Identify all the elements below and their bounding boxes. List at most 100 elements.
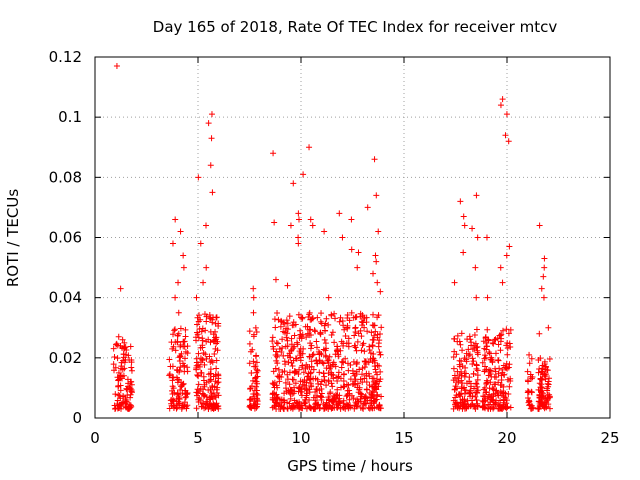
data-point <box>328 380 335 387</box>
data-point <box>340 342 347 349</box>
data-point <box>192 334 199 341</box>
data-point <box>115 391 122 398</box>
data-point <box>287 222 294 229</box>
data-point <box>355 389 362 396</box>
data-point <box>451 279 458 286</box>
data-point <box>197 240 204 247</box>
data-point <box>473 380 480 387</box>
data-point <box>175 279 182 286</box>
data-point <box>465 346 472 353</box>
data-point <box>316 387 323 394</box>
data-point <box>280 404 287 411</box>
data-point <box>254 367 261 374</box>
data-point <box>338 364 345 371</box>
data-point <box>181 355 188 362</box>
data-point <box>119 336 126 343</box>
data-point <box>303 334 310 341</box>
data-point <box>346 317 353 324</box>
data-point <box>481 352 488 359</box>
data-point <box>319 359 326 366</box>
data-point <box>128 364 135 371</box>
data-point <box>295 210 302 217</box>
data-point <box>209 319 216 326</box>
data-point <box>128 378 135 385</box>
data-point <box>284 352 291 359</box>
data-point <box>113 63 120 70</box>
data-point <box>295 216 302 223</box>
data-point <box>213 400 220 407</box>
data-point <box>377 376 384 383</box>
data-point <box>286 369 293 376</box>
data-point <box>274 340 281 347</box>
data-point <box>339 234 346 241</box>
data-point <box>372 328 379 335</box>
data-point <box>287 395 294 402</box>
data-point <box>309 222 316 229</box>
data-point <box>536 391 543 398</box>
data-point <box>117 285 124 292</box>
data-point <box>296 327 303 334</box>
data-point <box>456 391 463 398</box>
data-point <box>246 403 253 410</box>
data-point <box>545 378 552 385</box>
data-point <box>299 378 306 385</box>
data-point <box>337 314 344 321</box>
data-point <box>299 314 306 321</box>
x-tick-label: 10 <box>291 429 310 447</box>
data-point <box>253 352 260 359</box>
data-point <box>112 391 119 398</box>
data-point <box>272 398 279 405</box>
data-point <box>359 379 366 386</box>
data-point <box>272 365 279 372</box>
data-point <box>454 332 461 339</box>
data-point <box>354 264 361 271</box>
data-point <box>310 351 317 358</box>
data-point <box>323 382 330 389</box>
data-point <box>347 376 354 383</box>
data-point <box>306 386 313 393</box>
data-point <box>303 390 310 397</box>
data-point <box>369 336 376 343</box>
data-point <box>340 377 347 384</box>
data-point <box>369 388 376 395</box>
data-point <box>535 386 542 393</box>
data-point <box>194 314 201 321</box>
data-point <box>282 379 289 386</box>
data-point <box>112 364 119 371</box>
data-point <box>471 332 478 339</box>
data-point <box>453 379 460 386</box>
data-point <box>171 327 178 334</box>
data-point <box>211 383 218 390</box>
data-point <box>208 357 215 364</box>
data-point <box>376 349 383 356</box>
data-point <box>177 228 184 235</box>
data-point <box>323 399 330 406</box>
data-point <box>119 366 126 373</box>
data-point <box>546 405 553 412</box>
data-point <box>361 395 368 402</box>
y-tick-label: 0.02 <box>49 349 82 367</box>
data-point <box>344 360 351 367</box>
data-point <box>486 349 493 356</box>
data-point <box>211 351 218 358</box>
data-point <box>182 333 189 340</box>
data-point <box>370 270 377 277</box>
data-point <box>345 343 352 350</box>
data-point <box>284 326 291 333</box>
data-point <box>497 382 504 389</box>
data-point <box>304 330 311 337</box>
data-point <box>484 395 491 402</box>
data-point <box>359 371 366 378</box>
data-point <box>468 339 475 346</box>
data-point <box>176 368 183 375</box>
data-point <box>373 392 380 399</box>
data-point <box>273 357 280 364</box>
data-point <box>199 400 206 407</box>
data-point <box>166 372 173 379</box>
data-point <box>472 389 479 396</box>
data-point <box>199 344 206 351</box>
data-point <box>295 240 302 247</box>
data-point <box>284 282 291 289</box>
data-point <box>473 361 480 368</box>
data-point <box>460 213 467 220</box>
